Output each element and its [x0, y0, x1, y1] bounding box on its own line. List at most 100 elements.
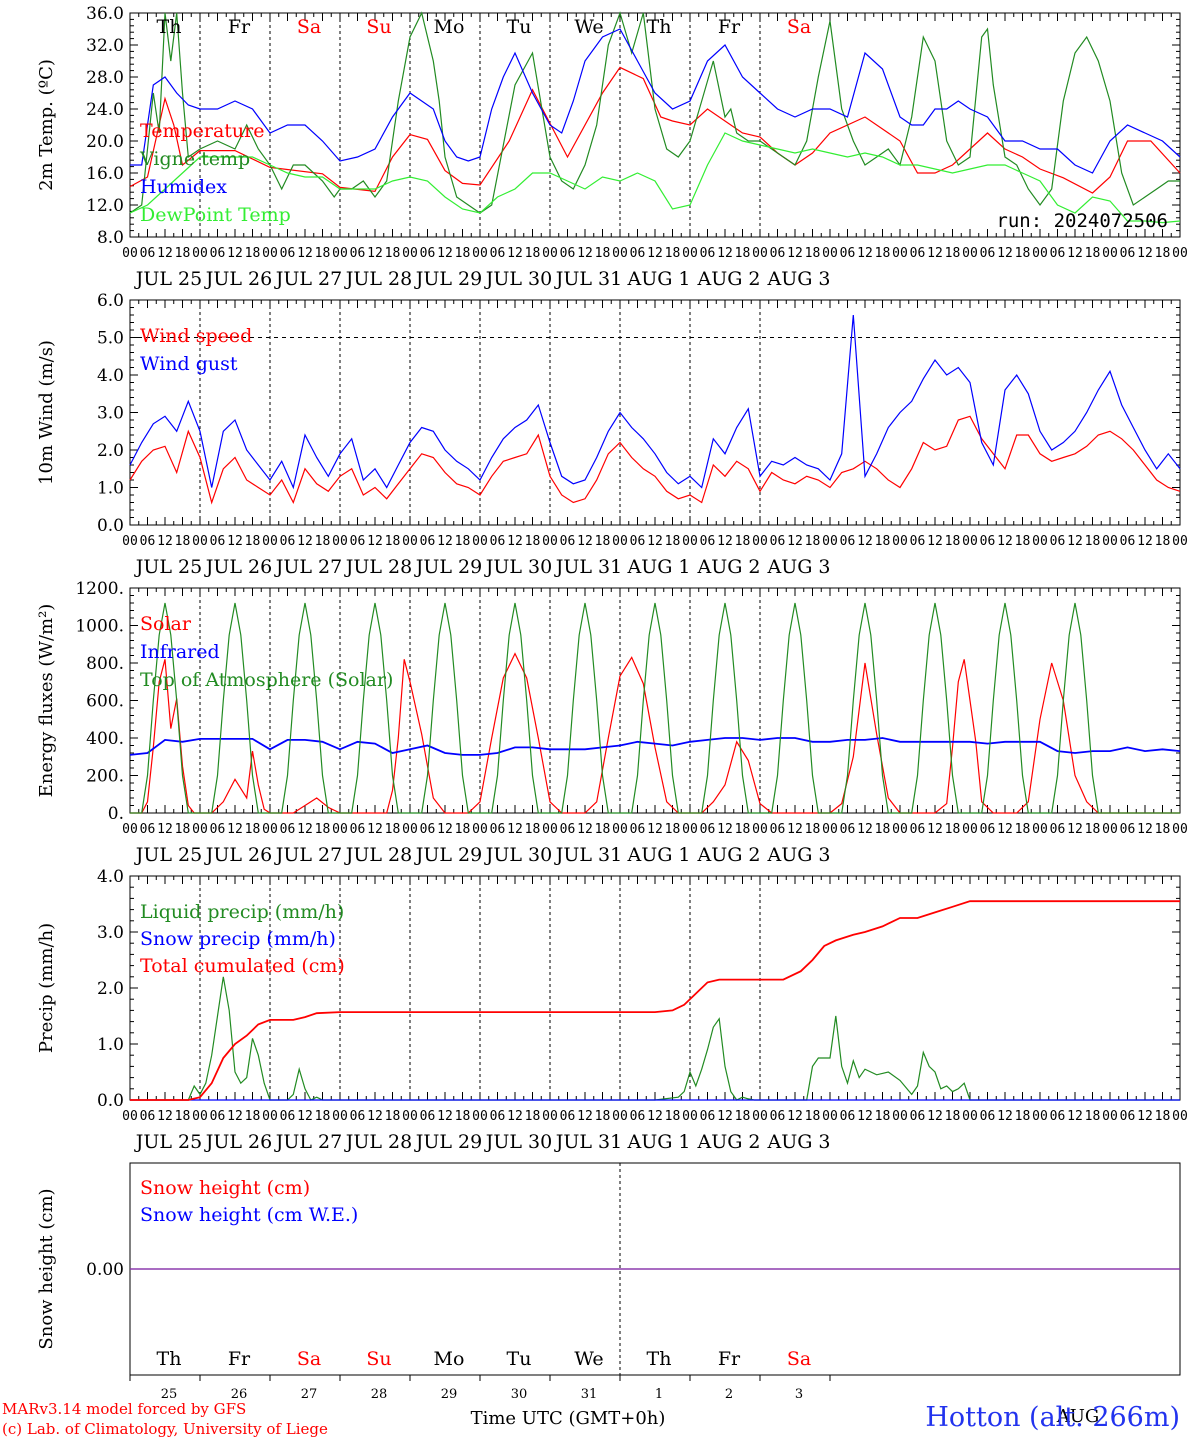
hour-label: 06	[1050, 534, 1066, 549]
series-line-dewpoint-temp	[129, 132, 1181, 224]
y-tick-label: 6.0	[97, 291, 124, 311]
weekday-label: Fr	[718, 16, 741, 38]
hour-label: 00	[752, 534, 768, 549]
hour-label: 00	[192, 1109, 208, 1124]
hour-label: 06	[1050, 822, 1066, 837]
hour-label: 00	[402, 534, 418, 549]
hour-label: 18	[1015, 534, 1031, 549]
hour-label: 12	[1067, 1109, 1083, 1124]
hour-label: 00	[612, 246, 628, 261]
hour-label: 00	[682, 822, 698, 837]
hour-label: 00	[542, 822, 558, 837]
legend-entry: Infrared	[140, 641, 220, 663]
hour-label: 12	[507, 822, 523, 837]
hour-label: 18	[315, 1109, 331, 1124]
series-line-total-cumulated-cm-	[130, 900, 1180, 1101]
hour-label: 00	[822, 822, 838, 837]
hour-label: 06	[490, 246, 506, 261]
hour-label: 12	[227, 246, 243, 261]
hour-label: 06	[140, 1109, 156, 1124]
hour-label: 00	[402, 822, 418, 837]
legend-entry: Snow precip (mm/h)	[140, 928, 336, 950]
hour-label: 00	[472, 1109, 488, 1124]
hour-label: 06	[490, 822, 506, 837]
series-line-temperature	[129, 66, 1181, 194]
hour-label: 00	[682, 534, 698, 549]
hour-label: 00	[822, 246, 838, 261]
hour-label: 06	[1120, 246, 1136, 261]
y-tick-label: 20.0	[86, 132, 124, 152]
hour-label: 06	[560, 246, 576, 261]
hour-label: 00	[682, 1109, 698, 1124]
hour-label: 06	[210, 246, 226, 261]
hour-label: 18	[315, 534, 331, 549]
bottom-day-number: 3	[795, 1387, 803, 1402]
hour-label: 12	[717, 246, 733, 261]
day-label: JUL 30	[484, 1131, 552, 1153]
day-label: AUG 1	[626, 844, 690, 866]
hour-label: 12	[577, 1109, 593, 1124]
day-label: JUL 26	[204, 1131, 272, 1153]
series-line-wind-gust	[129, 314, 1181, 490]
day-label: JUL 26	[204, 268, 272, 290]
hour-label: 12	[157, 822, 173, 837]
hour-label: 00	[122, 822, 138, 837]
lab-credit: (c) Lab. of Climatology, University of L…	[2, 1420, 328, 1438]
hour-label: 00	[542, 534, 558, 549]
day-label: JUL 27	[274, 844, 342, 866]
weekday-label: Mo	[434, 16, 465, 38]
hour-label: 06	[770, 1109, 786, 1124]
day-label: JUL 28	[344, 556, 412, 578]
hour-label: 00	[542, 246, 558, 261]
hour-label: 18	[1155, 534, 1171, 549]
hour-label: 06	[210, 1109, 226, 1124]
legend-entry: Snow height (cm)	[140, 1177, 310, 1199]
hour-label: 12	[437, 1109, 453, 1124]
hour-label: 12	[577, 534, 593, 549]
bottom-weekday-label: Sa	[297, 1348, 321, 1370]
hour-label: 00	[192, 246, 208, 261]
hour-label: 12	[787, 1109, 803, 1124]
hour-label: 18	[525, 1109, 541, 1124]
hour-label: 00	[962, 534, 978, 549]
hour-label: 18	[665, 246, 681, 261]
series-line-wind-speed	[129, 415, 1181, 505]
hour-label: 06	[770, 534, 786, 549]
hour-label: 18	[175, 1109, 191, 1124]
hour-label: 06	[1120, 1109, 1136, 1124]
hour-label: 12	[157, 246, 173, 261]
hour-label: 18	[1015, 822, 1031, 837]
y-tick-label: 1200.	[75, 579, 124, 599]
hour-label: 18	[595, 246, 611, 261]
day-label: AUG 2	[696, 268, 760, 290]
hour-label: 18	[665, 1109, 681, 1124]
series-line-top-of-atmosphere-solar-	[130, 602, 1180, 814]
hour-label: 18	[945, 246, 961, 261]
hour-label: 18	[735, 1109, 751, 1124]
hour-label: 06	[420, 1109, 436, 1124]
bottom-day-number: 31	[581, 1387, 598, 1402]
hour-label: 00	[542, 1109, 558, 1124]
hour-label: 18	[455, 822, 471, 837]
weekday-label: Fr	[228, 16, 251, 38]
y-tick-label: 4.0	[97, 366, 124, 386]
y-tick-label: 1000.	[75, 617, 124, 637]
hour-label: 12	[997, 1109, 1013, 1124]
hour-label: 18	[525, 246, 541, 261]
hour-label: 06	[980, 822, 996, 837]
hour-label: 12	[1137, 246, 1153, 261]
hour-label: 18	[525, 822, 541, 837]
legend-entry: Humidex	[140, 176, 227, 198]
hour-label: 00	[1102, 246, 1118, 261]
y-tick-label: 16.0	[86, 164, 124, 184]
hour-label: 00	[892, 246, 908, 261]
hour-label: 00	[612, 822, 628, 837]
bottom-day-number: 1	[655, 1387, 663, 1402]
y-tick-label: 3.0	[97, 404, 124, 424]
hour-label: 18	[665, 822, 681, 837]
day-label: JUL 29	[414, 1131, 482, 1153]
hour-label: 06	[490, 1109, 506, 1124]
hour-label: 12	[787, 246, 803, 261]
hour-label: 18	[595, 1109, 611, 1124]
hour-label: 18	[315, 246, 331, 261]
